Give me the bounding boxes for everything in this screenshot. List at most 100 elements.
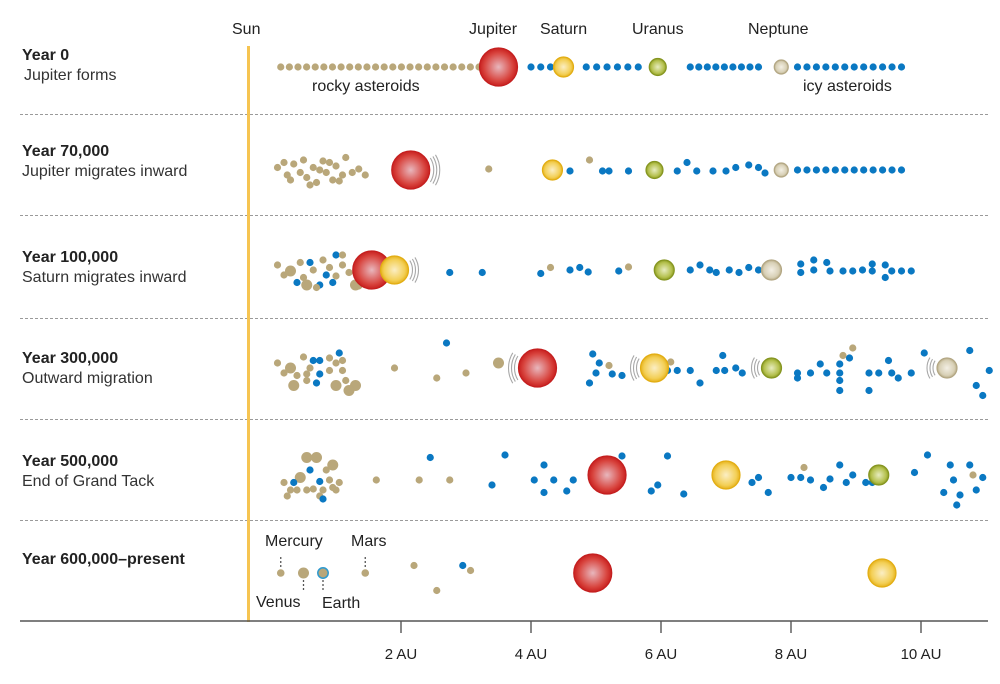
rocky-asteroid <box>322 168 330 177</box>
icy-asteroid <box>488 481 496 489</box>
icy-asteroid <box>845 354 854 362</box>
row-label-0: Year 0 Jupiter forms <box>22 46 116 86</box>
icy-asteroid <box>540 488 548 497</box>
rocky-asteroid <box>293 486 301 494</box>
icy-asteroid <box>868 260 876 268</box>
icy-asteroid <box>793 369 802 377</box>
icy-asteroid <box>875 369 883 377</box>
rocky-asteroid <box>309 485 317 493</box>
rocky-asteroid <box>325 354 334 362</box>
row-divider <box>20 114 988 115</box>
icy-asteroid <box>966 346 974 355</box>
icy-asteroid <box>869 166 877 174</box>
venus-planet <box>298 567 309 579</box>
icy-asteroid <box>860 63 868 71</box>
icy-asteroid <box>595 359 603 367</box>
jupiter-planet <box>517 348 558 388</box>
rocky-asteroid <box>432 63 440 71</box>
rocky-asteroid <box>303 486 311 494</box>
rocky-asteroid <box>332 486 340 494</box>
rocky-asteroid <box>397 63 406 71</box>
motion-arc-icon <box>635 358 640 378</box>
icy-asteroid <box>624 63 632 71</box>
icy-asteroid <box>754 473 763 482</box>
rocky-asteroid <box>346 63 354 71</box>
rocky-asteroid <box>585 156 594 164</box>
row-divider <box>20 215 988 216</box>
icy-asteroid <box>910 468 919 477</box>
icy-asteroid <box>618 452 626 460</box>
rocky-asteroid <box>328 63 337 71</box>
icy-asteroid <box>979 473 987 482</box>
icy-asteroid <box>550 476 558 484</box>
icy-asteroid <box>822 166 830 174</box>
icy-asteroid <box>793 63 802 71</box>
icy-asteroid <box>593 63 601 71</box>
rocky-asteroid <box>280 271 288 279</box>
icy-asteroid <box>306 258 314 267</box>
icy-asteroid <box>598 167 607 175</box>
rocky-asteroid <box>338 366 347 375</box>
rocky-asteroid <box>312 178 321 187</box>
icy-asteroid <box>764 488 772 497</box>
icy-asteroid <box>972 381 980 390</box>
rocky-asteroid <box>306 364 314 372</box>
icy-asteroid <box>761 169 769 177</box>
motion-arc-icon <box>753 358 758 378</box>
icy-asteroid <box>888 166 896 174</box>
icy-asteroid <box>293 278 301 287</box>
icy-asteroid <box>335 349 343 357</box>
motion-arc-icon <box>514 355 519 381</box>
motion-arc-icon <box>633 356 638 380</box>
rocky-asteroid <box>303 63 311 71</box>
rocky-asteroid <box>800 463 808 472</box>
icy-asteroid <box>290 478 298 487</box>
rocky-asteroid <box>354 63 362 71</box>
rocky-asteroid <box>285 362 296 374</box>
icy-asteroid <box>634 63 642 71</box>
axis-tick-label: 6 AU <box>644 646 678 663</box>
row-subtitle: End of Grand Tack <box>22 473 155 490</box>
rocky-asteroid <box>969 471 977 479</box>
icy-asteroid <box>862 478 870 487</box>
saturn-planet <box>867 558 897 588</box>
rocky-asteroid <box>338 261 347 269</box>
rocky-asteroid <box>343 385 355 396</box>
row-divider <box>20 318 988 319</box>
saturn-planet <box>379 255 410 285</box>
icy-asteroid <box>696 379 704 387</box>
neptune-planet <box>773 59 789 75</box>
row-label-4: Year 500,000 End of Grand Tack <box>22 452 154 492</box>
icy-asteroid <box>442 339 451 347</box>
icy-asteroid <box>546 63 555 71</box>
icy-asteroid <box>868 267 876 275</box>
icy-asteroid <box>836 461 844 469</box>
rocky-asteroid <box>277 63 285 71</box>
rocky-asteroid <box>330 380 342 391</box>
rocky-asteroid <box>303 370 311 378</box>
icy-asteroid <box>615 267 623 275</box>
icy-asteroid <box>823 369 831 377</box>
icy-asteroid <box>706 266 714 274</box>
rocky-asteroid <box>303 376 311 385</box>
icy-asteroid <box>582 63 590 71</box>
rocky-asteroid <box>311 63 319 71</box>
icy-asteroid <box>878 63 887 71</box>
saturn-planet <box>711 460 741 490</box>
rocky-asteroid <box>293 371 301 380</box>
icy-asteroid <box>683 158 691 167</box>
icy-asteroid <box>585 379 594 387</box>
axis-tick-label: 8 AU <box>774 646 808 663</box>
rocky-asteroid <box>332 359 340 367</box>
icy-asteroid <box>793 374 802 382</box>
icy-asteroid <box>686 63 694 71</box>
icy-asteroid <box>540 461 548 469</box>
icy-asteroid <box>803 63 811 71</box>
motion-arc-icon <box>409 260 414 280</box>
neptune-planet <box>760 259 783 281</box>
rocky-asteroid <box>839 351 847 360</box>
row-title: Year 100,000 <box>22 249 119 266</box>
rocky-asteroid <box>320 63 328 71</box>
jupiter-planet <box>391 150 431 190</box>
icy-asteroid <box>803 166 811 174</box>
